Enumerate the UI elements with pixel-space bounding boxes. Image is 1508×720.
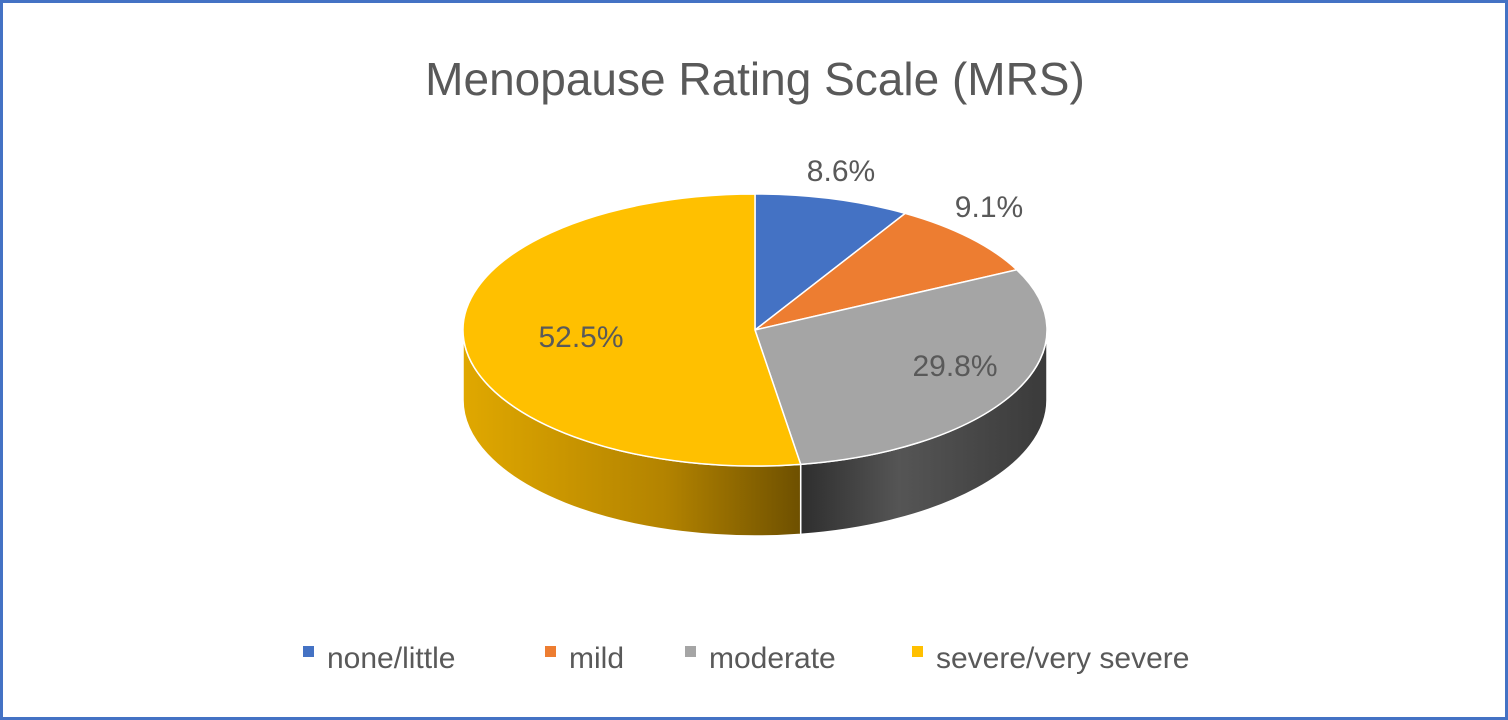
legend-item-severe[interactable]: severe/very severe — [912, 642, 1189, 675]
data-label-none-little: 8.6% — [807, 155, 875, 188]
chart-title: Menopause Rating Scale (MRS) — [425, 53, 1085, 105]
data-label-severe: 52.5% — [538, 321, 623, 354]
legend-item-moderate[interactable]: moderate — [685, 642, 836, 675]
pie-slice-mild[interactable] — [754, 212, 1019, 331]
data-label-moderate: 29.8% — [912, 350, 997, 383]
legend-swatch — [303, 646, 314, 657]
legend-label: none/little — [327, 642, 455, 675]
legend-swatch — [912, 646, 923, 657]
pie-slice-none-little[interactable] — [754, 193, 907, 332]
legend-swatch — [545, 646, 556, 657]
data-label-mild: 9.1% — [955, 191, 1023, 224]
legend-item-mild[interactable]: mild — [545, 642, 624, 675]
pie-slice-severe[interactable] — [462, 193, 802, 467]
legend-item-none-little[interactable]: none/little — [303, 642, 455, 675]
legend-label: severe/very severe — [936, 642, 1189, 675]
legend-label: moderate — [709, 642, 836, 675]
pie-slice-moderate[interactable] — [754, 268, 1048, 466]
pie-chart: Menopause Rating Scale (MRS) 8.6% 9.1% 29.… — [303, 53, 1189, 675]
legend-label: mild — [569, 642, 624, 675]
legend-swatch — [685, 646, 696, 657]
